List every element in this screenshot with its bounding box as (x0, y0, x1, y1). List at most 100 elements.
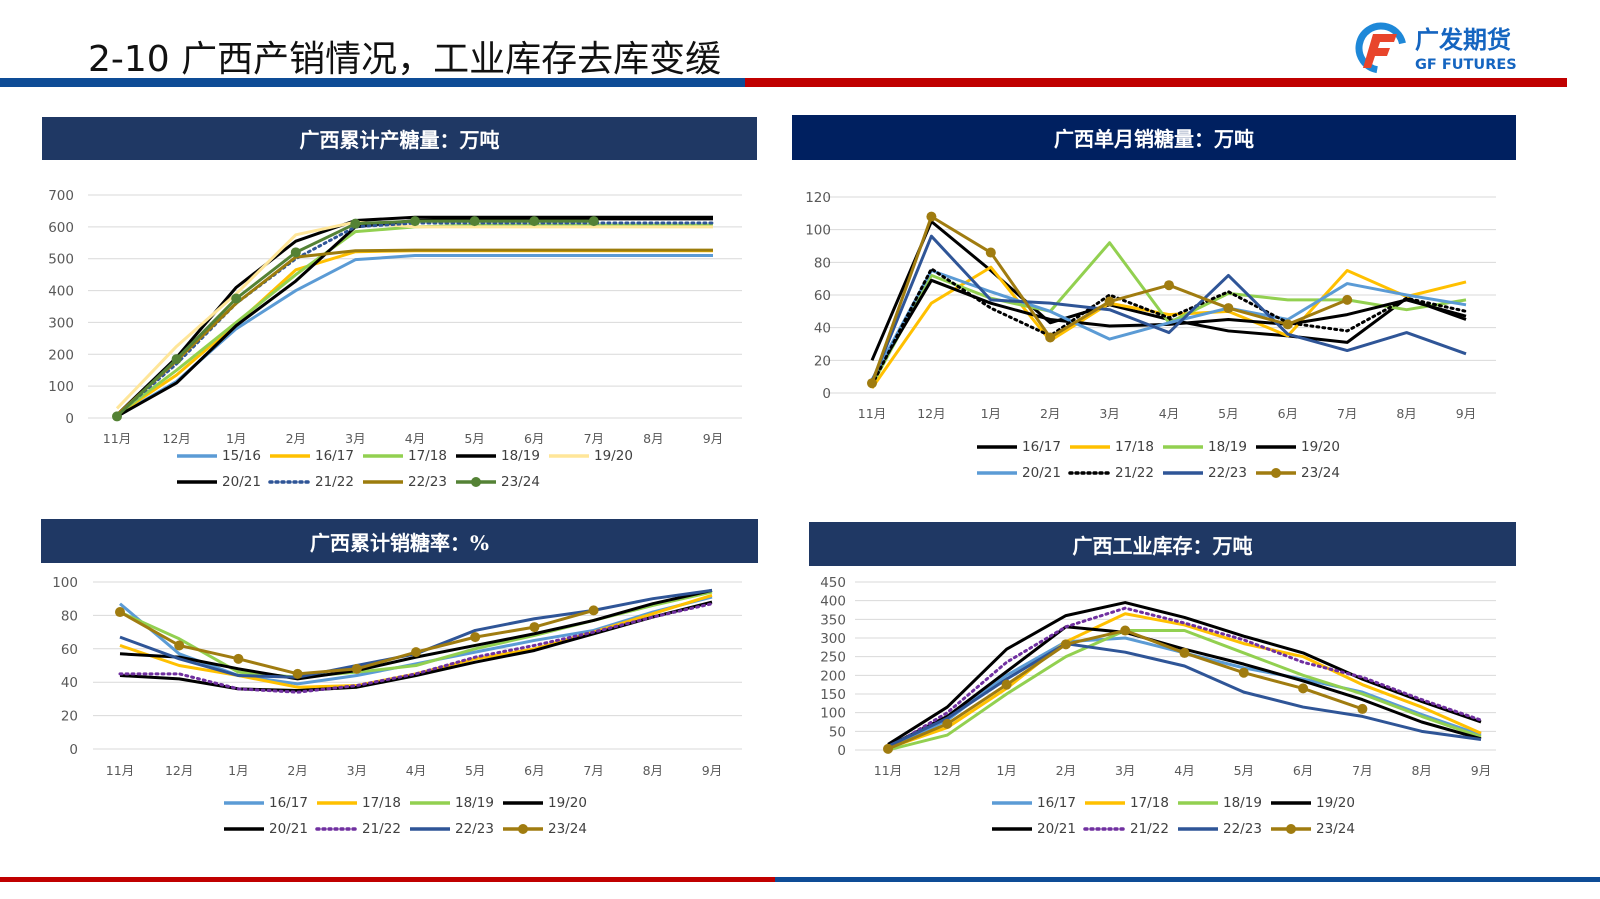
legend-label: 20/21 (1037, 821, 1076, 837)
legend-swatch-icon (1068, 471, 1112, 475)
x-tick-label: 12月 (162, 431, 190, 446)
data-point-marker (588, 216, 599, 227)
data-point-marker (112, 411, 122, 422)
legend-label: 22/23 (455, 821, 494, 837)
legend-label: 22/23 (1223, 821, 1262, 837)
y-tick-label: 20 (814, 353, 831, 369)
series-line-20-21 (887, 601, 1482, 746)
y-tick-label: 100 (52, 575, 78, 591)
gf-futures-logo: 广发期货 GF FUTURES (1355, 20, 1545, 76)
data-point-marker (1045, 332, 1056, 343)
y-tick-label: 300 (48, 315, 74, 331)
legend-label: 17/18 (1115, 439, 1154, 455)
legend-item-20-21: 20/21 (975, 465, 1061, 481)
chart-inventory: 0 50 100 150 200 250 300 350 400 450 11月 12月 1月 2月 3月 4… (820, 575, 1496, 778)
data-point-marker (1298, 683, 1309, 694)
legend-label: 23/24 (1301, 465, 1340, 481)
legend-swatch-icon (456, 477, 496, 487)
series-line-16-17 (119, 595, 713, 686)
data-point-marker (174, 640, 185, 651)
gf-logo-icon: 广发期货 GF FUTURES (1355, 22, 1517, 74)
series-line-20-21 (116, 217, 713, 418)
legend-item-21-22: 21/22 (1068, 465, 1154, 481)
x-tick-label: 4月 (1159, 406, 1179, 421)
legend-swatch-icon (1256, 468, 1296, 478)
x-tick-label: 1月 (996, 763, 1016, 778)
data-point-marker (351, 663, 362, 674)
data-point-marker (171, 354, 182, 365)
legend-label: 23/24 (1316, 821, 1355, 837)
series-line-21-22 (118, 602, 714, 694)
chart-sales-rate: 0 20 40 60 80 100 11月 12月 1月 2月 3月 4月 5月 6月 7月 8月 9月 (52, 575, 742, 778)
svg-text:GF FUTURES: GF FUTURES (1415, 57, 1517, 73)
data-point-marker (290, 247, 301, 258)
legend-label: 18/19 (1223, 795, 1262, 811)
chart-monthly-sales: 0 20 40 60 80 100 120 11月 12月 1月 2月 3月 4月 5月 6月 7月 8月 9月 (805, 190, 1496, 421)
y-tick-label: 200 (48, 347, 74, 363)
legend-label: 18/19 (455, 795, 494, 811)
data-point-marker (1164, 280, 1174, 291)
x-tick-label: 11月 (106, 763, 134, 778)
y-tick-label: 700 (48, 188, 74, 204)
x-tick-label: 8月 (1411, 763, 1431, 778)
header-bar-blue (0, 78, 745, 87)
legend-label: 19/20 (594, 448, 633, 464)
x-tick-label: 5月 (1234, 763, 1254, 778)
legend-item-18-19: 18/19 (1176, 795, 1262, 811)
data-point-marker (1179, 647, 1190, 658)
data-point-marker (292, 668, 303, 679)
y-tick-label: 150 (820, 687, 846, 703)
legend-label: 16/17 (269, 795, 308, 811)
legend-swatch-icon (177, 480, 217, 484)
legend-item-19-20: 19/20 (547, 448, 633, 464)
footer-bar-red (0, 877, 775, 882)
x-tick-label: 6月 (1278, 406, 1298, 421)
legend-label: 15/16 (222, 448, 261, 464)
legend-item-17-18: 17/18 (1068, 439, 1154, 455)
data-point-marker (985, 247, 996, 258)
legend-swatch-icon (1070, 445, 1110, 449)
legend-item-19-20: 19/20 (501, 795, 587, 811)
y-tick-label: 60 (61, 642, 78, 658)
legend-item-22-23: 22/23 (408, 821, 494, 837)
y-tick-label: 100 (820, 706, 846, 722)
x-tick-label: 1月 (228, 763, 248, 778)
legend-swatch-icon (456, 454, 496, 458)
x-tick-label: 7月 (583, 763, 603, 778)
y-tick-label: 450 (820, 575, 846, 591)
legend-item-21-22: 21/22 (268, 474, 354, 490)
legend-label: 17/18 (1130, 795, 1169, 811)
legend-swatch-icon (363, 480, 403, 484)
x-tick-label: 5月 (464, 431, 484, 446)
x-tick-label: 3月 (347, 763, 367, 778)
x-tick-label: 7月 (1337, 406, 1357, 421)
data-point-marker (231, 293, 242, 304)
legend-swatch-icon (177, 454, 217, 458)
y-tick-label: 20 (61, 709, 78, 725)
legend-swatch-icon (224, 827, 264, 831)
legend-label: 20/21 (222, 474, 261, 490)
legend-swatch-icon (503, 801, 543, 805)
chart-header-monthly-sales: 广西单月销糖量：万吨 (792, 115, 1516, 160)
data-point-marker (1223, 303, 1234, 314)
legend-item-16-17: 16/17 (268, 448, 354, 464)
y-tick-label: 600 (48, 220, 74, 236)
series-line-21-22 (886, 606, 1483, 750)
legend-label: 16/17 (315, 448, 354, 464)
data-point-marker (411, 647, 421, 658)
series-line-19-20 (870, 278, 1467, 381)
legend-swatch-icon (1178, 827, 1218, 831)
y-tick-label: 40 (814, 321, 831, 337)
data-point-marker (883, 743, 893, 754)
legend-item-22-23: 22/23 (1176, 821, 1262, 837)
x-tick-label: 2月 (1040, 406, 1060, 421)
legend-label: 21/22 (362, 821, 401, 837)
legend-item-23-24: 23/24 (1254, 465, 1340, 481)
legend-swatch-icon (1163, 471, 1203, 475)
legend-swatch-icon (268, 480, 312, 484)
x-tick-label: 8月 (1396, 406, 1416, 421)
y-tick-label: 120 (805, 190, 831, 206)
legend-item-17-18: 17/18 (1083, 795, 1169, 811)
series-line-17-18 (887, 612, 1482, 750)
legend-item-23-24: 23/24 (501, 821, 587, 837)
